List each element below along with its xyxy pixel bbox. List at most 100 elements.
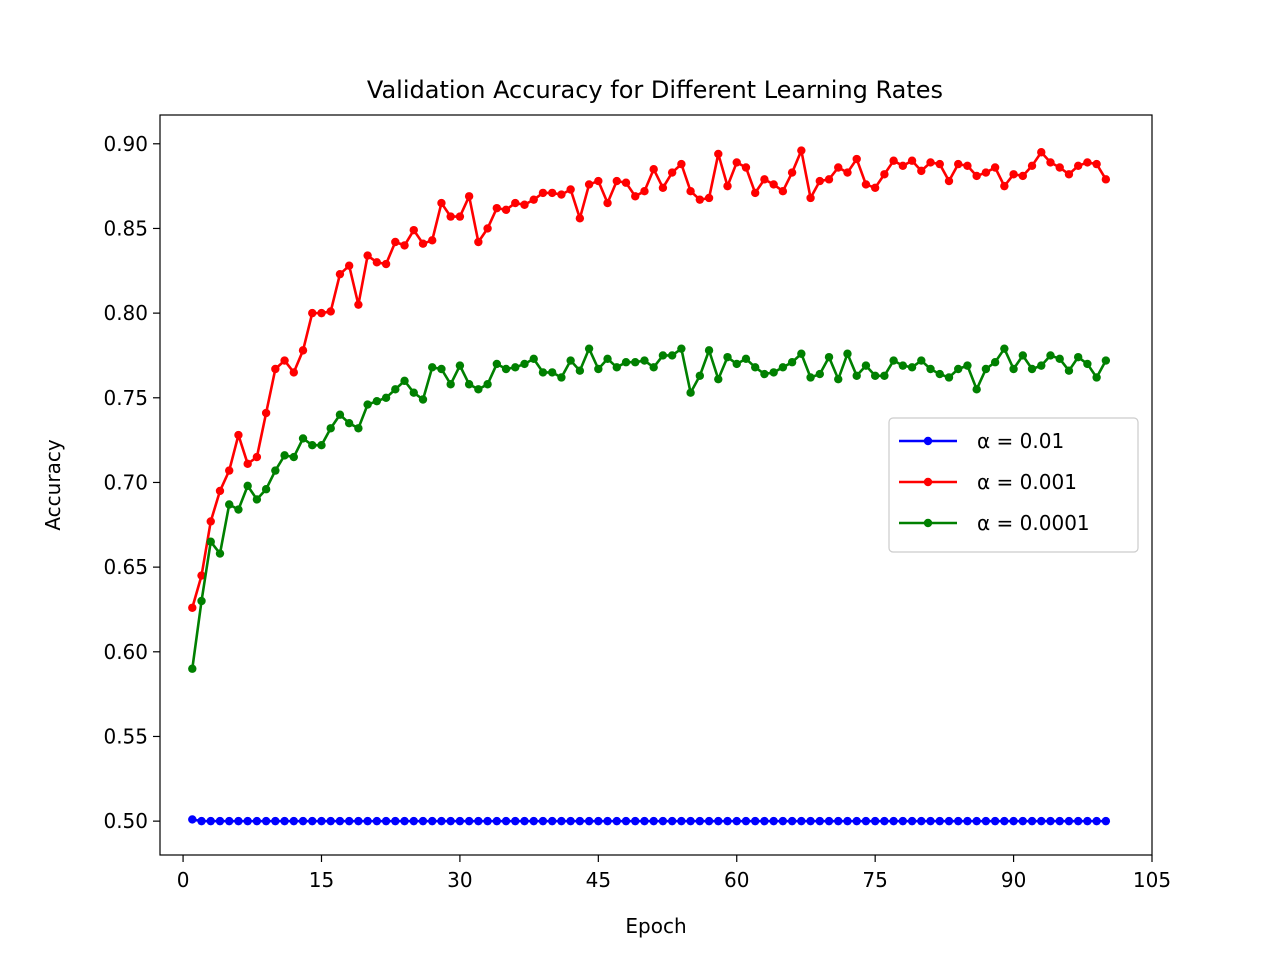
- data-point: [289, 368, 298, 377]
- data-point: [649, 363, 658, 372]
- data-point: [677, 159, 686, 169]
- data-point: [317, 441, 326, 450]
- data-point: [391, 385, 400, 394]
- data-point: [603, 198, 612, 208]
- data-point: [446, 212, 455, 221]
- series-2: [188, 344, 1111, 673]
- data-point: [824, 352, 834, 362]
- data-point: [1092, 159, 1101, 169]
- data-point: [418, 239, 428, 248]
- data-point: [1083, 359, 1092, 369]
- data-point: [520, 359, 529, 369]
- y-axis-label: Accuracy: [41, 439, 65, 530]
- data-point: [935, 369, 944, 379]
- data-point: [658, 183, 668, 193]
- data-point: [428, 363, 437, 372]
- data-point: [954, 159, 963, 169]
- data-point: [261, 408, 271, 418]
- data-point: [474, 237, 483, 247]
- data-point: [1046, 158, 1055, 167]
- data-point: [889, 356, 898, 365]
- data-point: [335, 269, 345, 279]
- data-point: [741, 354, 751, 364]
- data-point: [880, 170, 889, 179]
- data-point: [280, 816, 289, 826]
- data-point: [917, 166, 926, 176]
- data-point: [474, 385, 483, 394]
- data-point: [806, 816, 815, 826]
- data-point: [188, 815, 197, 824]
- data-point: [954, 364, 963, 374]
- data-point: [206, 517, 215, 526]
- data-point: [815, 176, 824, 186]
- data-point: [1009, 170, 1018, 179]
- data-point: [455, 212, 465, 221]
- data-point: [280, 356, 289, 365]
- data-point: [1073, 161, 1083, 170]
- data-point: [271, 364, 280, 374]
- data-point: [972, 816, 981, 826]
- data-point: [538, 368, 548, 377]
- data-point: [658, 816, 668, 826]
- data-point: [898, 361, 908, 370]
- data-point: [520, 816, 529, 826]
- data-point: [261, 485, 271, 494]
- data-point: [400, 241, 409, 250]
- data-point: [308, 441, 317, 450]
- data-point: [381, 259, 391, 269]
- data-point: [631, 192, 640, 201]
- data-point: [695, 371, 705, 380]
- data-point: [769, 816, 778, 826]
- data-point: [880, 371, 889, 380]
- data-point: [547, 816, 557, 826]
- data-point: [1055, 354, 1064, 364]
- data-point: [317, 308, 326, 318]
- data-point: [1037, 816, 1046, 826]
- data-point: [344, 816, 354, 826]
- data-point: [1064, 816, 1074, 826]
- data-point: [243, 459, 252, 469]
- data-point: [215, 549, 225, 558]
- data-point: [732, 816, 741, 826]
- data-point: [852, 371, 861, 380]
- data-point: [418, 395, 428, 404]
- data-point: [492, 816, 502, 826]
- data-point: [621, 178, 631, 187]
- data-point: [824, 175, 834, 184]
- data-point: [667, 816, 677, 826]
- data-point: [225, 466, 234, 475]
- legend-label: α = 0.01: [977, 429, 1064, 453]
- data-point: [446, 380, 455, 389]
- series-layer: [188, 146, 1111, 826]
- data-point: [686, 816, 695, 826]
- data-point: [963, 816, 972, 826]
- data-point: [298, 434, 308, 443]
- data-point: [880, 816, 889, 826]
- data-point: [741, 163, 751, 172]
- data-point: [289, 452, 298, 462]
- data-point: [483, 224, 492, 233]
- data-point: [935, 159, 944, 169]
- data-point: [704, 816, 714, 826]
- series-1: [188, 146, 1111, 612]
- data-point: [381, 816, 391, 826]
- data-point: [437, 198, 446, 208]
- data-point: [594, 816, 603, 826]
- data-point: [492, 359, 502, 369]
- data-point: [870, 371, 880, 380]
- data-point: [464, 816, 474, 826]
- data-point: [1064, 366, 1074, 375]
- data-point: [889, 816, 898, 826]
- data-point: [1083, 158, 1092, 167]
- data-point: [787, 816, 797, 826]
- data-point: [575, 214, 585, 223]
- data-point: [732, 158, 741, 167]
- data-point: [1027, 816, 1037, 826]
- data-point: [354, 816, 363, 826]
- data-point: [391, 237, 400, 247]
- data-point: [751, 363, 760, 372]
- data-point: [824, 816, 834, 826]
- data-point: [797, 816, 806, 826]
- x-tick-label: 75: [862, 868, 887, 892]
